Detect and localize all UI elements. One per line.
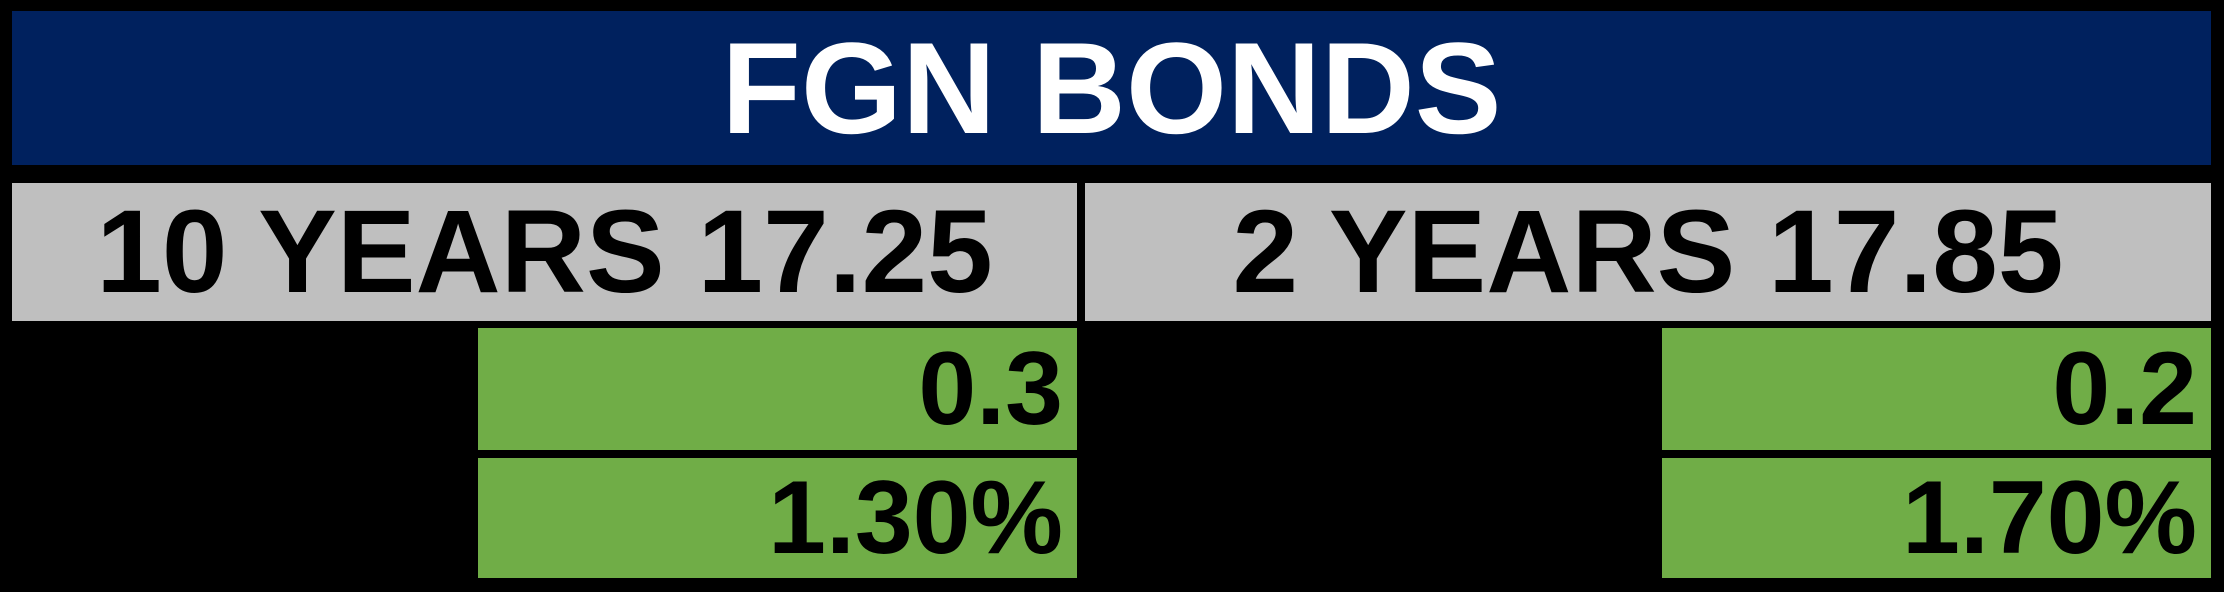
board-title: FGN BONDS xyxy=(12,11,2211,165)
column-header-10-years: 10 YEARS 17.25 xyxy=(12,183,1077,321)
column-header-2-years: 2 YEARS 17.85 xyxy=(1085,183,2211,321)
change-value-2-years: 0.2 xyxy=(1662,328,2211,450)
change-value-10-years: 0.3 xyxy=(478,328,1077,450)
change-percent-10-years: 1.30% xyxy=(478,458,1077,578)
change-percent-2-years: 1.70% xyxy=(1662,458,2211,578)
